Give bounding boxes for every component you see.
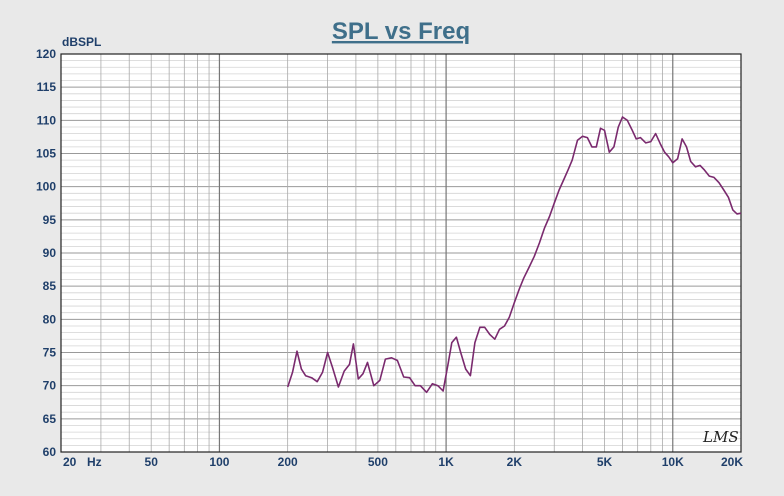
y-tick-label: 110 [37, 113, 57, 127]
y-tick-label: 75 [43, 346, 57, 360]
plot-frame [60, 53, 742, 453]
x-tick-label: 2K [507, 455, 523, 469]
y-tick-label: 100 [36, 180, 56, 194]
x-tick-label: 20K [721, 455, 743, 469]
y-tick-label: 95 [43, 213, 57, 227]
x-tick-label: 500 [368, 455, 388, 469]
y-tick-label: 120 [36, 47, 56, 61]
x-tick-label: 20 [63, 455, 77, 469]
x-axis-ticks: 20 50 100 200 500 1K 2K 5K 10K 20K Hz [63, 455, 743, 469]
y-tick-label: 115 [37, 80, 57, 94]
y-tick-label: 65 [43, 412, 57, 426]
x-tick-label: 50 [145, 455, 159, 469]
y-tick-label: 105 [36, 147, 56, 161]
x-unit-label: Hz [87, 455, 102, 469]
grid [61, 54, 741, 452]
x-tick-label: 200 [278, 455, 298, 469]
x-tick-label: 100 [209, 455, 229, 469]
lms-logo: LMS [702, 428, 739, 446]
chart-title: SPL vs Freq [332, 18, 470, 45]
x-tick-label: 1K [438, 455, 454, 469]
y-tick-label: 90 [43, 246, 57, 260]
series [286, 116, 742, 394]
y-tick-label: 85 [43, 279, 57, 293]
x-tick-label: 5K [597, 455, 613, 469]
y-tick-label: 70 [43, 379, 57, 393]
y-tick-label: 60 [43, 445, 57, 459]
x-tick-label: 10K [662, 455, 684, 469]
y-axis-ticks: 60 65 70 75 80 85 90 95 100 105 110 115 120 [36, 47, 56, 459]
series-line [286, 116, 742, 394]
y-tick-label: 80 [43, 312, 57, 326]
y-axis-label: dBSPL [62, 35, 101, 49]
